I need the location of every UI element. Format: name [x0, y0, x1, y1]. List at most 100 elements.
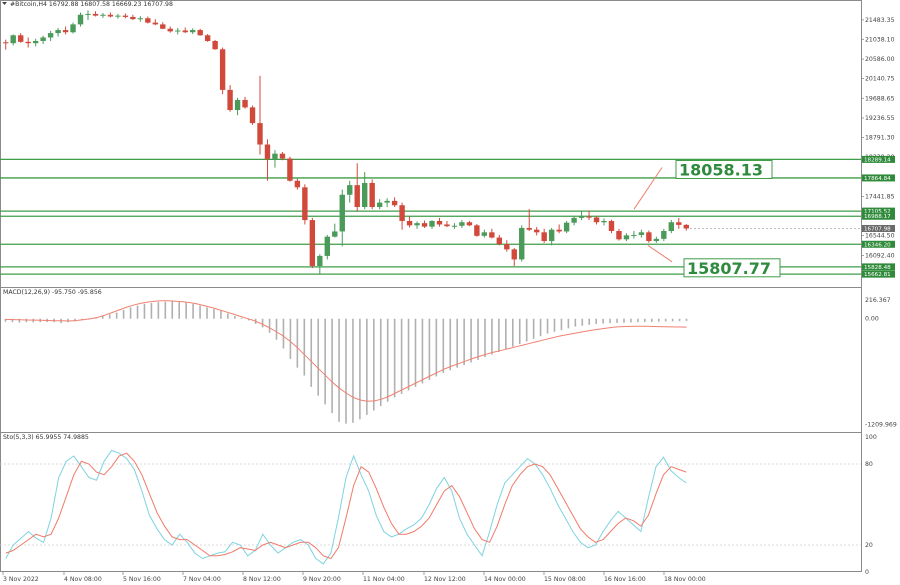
candle-body — [190, 30, 196, 33]
candle-body — [399, 205, 405, 221]
candle-body — [511, 249, 517, 260]
last-price-label: 16707.98 — [864, 226, 891, 232]
level-tag-label: 15828.48 — [864, 265, 891, 271]
stoch-header: Sto(5,3,3) 65.9955 74.9885 — [3, 434, 89, 441]
x-tick-label: 18 Nov 00:00 — [664, 576, 706, 583]
candle-body — [152, 22, 158, 25]
price-tick-label: 21038.10 — [865, 36, 895, 43]
level-tag-label: 17105.52 — [864, 209, 891, 215]
stoch-main-line — [5, 449, 687, 565]
x-tick-label: 5 Nov 16:00 — [123, 576, 161, 583]
candle-body — [646, 232, 652, 242]
candle-body — [481, 232, 488, 236]
candle-body — [504, 244, 510, 250]
candle-body — [436, 220, 443, 225]
x-tick-label: 8 Nov 12:00 — [243, 576, 281, 583]
level-tag — [862, 263, 895, 271]
level-tag-label: 16346.20 — [864, 242, 891, 248]
callout-line-upper — [633, 167, 663, 210]
level-tag — [862, 155, 895, 163]
price-tick-label: 21483.35 — [865, 17, 895, 24]
candle-body — [369, 182, 375, 207]
candle-body — [548, 229, 555, 242]
candle-body — [309, 220, 316, 266]
macd-header: MACD(12,26,9) -95.750 -95.856 — [3, 289, 102, 296]
candle-body — [137, 18, 144, 20]
candle-body — [668, 222, 674, 232]
level-tag — [862, 270, 895, 278]
candle-body — [347, 185, 353, 195]
candle-body — [204, 35, 211, 41]
stoch-tick-label: 20 — [865, 542, 873, 549]
candle-body — [25, 41, 31, 44]
candle-body — [534, 229, 540, 233]
candle-body — [257, 123, 263, 145]
candle-body — [593, 217, 600, 223]
candle-body — [631, 234, 637, 236]
candle-body — [317, 255, 323, 266]
candle-body — [541, 232, 547, 242]
candle-body — [653, 238, 660, 242]
callout-upper-label: 18058.13 — [679, 160, 763, 179]
candle-body — [167, 28, 173, 32]
candle-body — [55, 30, 61, 34]
symbol-dropdown-icon[interactable] — [2, 2, 7, 5]
candle-body — [683, 224, 689, 229]
stoch-tick-label: 0 — [865, 569, 869, 576]
candle-body — [571, 217, 577, 223]
candle-body — [676, 222, 682, 225]
candle-body — [85, 13, 91, 15]
candle-body — [586, 216, 592, 218]
candle-body — [47, 33, 54, 38]
stoch-panel — [0, 432, 862, 572]
candle-body — [182, 30, 188, 33]
candle-body — [474, 225, 480, 236]
candle-body — [578, 216, 585, 218]
level-tag-label: 16988.17 — [864, 214, 891, 220]
candle-body — [100, 14, 106, 16]
candle-body — [556, 229, 562, 232]
x-tick-label: 3 Nov 2022 — [3, 576, 39, 583]
level-tag-label: 17864.84 — [864, 176, 891, 182]
stoch-signal-line — [5, 452, 687, 560]
candle-body — [601, 220, 607, 223]
candle-body — [459, 222, 465, 226]
candle-body — [451, 225, 458, 227]
candle-body — [616, 231, 622, 240]
candle-body — [608, 220, 615, 232]
price-tick-label: 19236.55 — [865, 115, 895, 122]
candle-body — [122, 15, 129, 17]
candle-body — [623, 235, 630, 240]
candle-body — [384, 200, 390, 203]
candle-body — [489, 232, 495, 238]
candle-body — [197, 30, 203, 36]
x-tick-label: 7 Nov 04:00 — [183, 576, 221, 583]
x-tick-label: 4 Nov 08:00 — [64, 576, 102, 583]
last-price-tag — [862, 224, 895, 232]
price-tick-label: 18791.30 — [865, 134, 895, 141]
candle-body — [77, 14, 84, 25]
candle-body — [264, 144, 271, 159]
price-tick-label: 20140.75 — [865, 76, 895, 83]
callout-line-lower — [647, 245, 673, 263]
x-tick-label: 14 Nov 00:00 — [484, 576, 526, 583]
candle-body — [376, 202, 383, 207]
candle-body — [10, 35, 16, 44]
candle-body — [242, 99, 248, 108]
level-tag — [862, 174, 895, 182]
candle-body — [219, 49, 226, 90]
macd-tick-label: 0.00 — [865, 316, 879, 323]
candle-body — [145, 18, 151, 23]
macd-tick-label: -1209.969 — [865, 422, 897, 429]
macd-tick-label: 216.367 — [865, 297, 891, 304]
candle-body — [249, 107, 256, 124]
candle-body — [526, 227, 532, 230]
candle-body — [92, 13, 99, 16]
candle-body — [175, 30, 181, 32]
x-tick-label: 12 Nov 12:00 — [424, 576, 466, 583]
candle-body — [18, 35, 24, 42]
level-tag-label: 15662.81 — [864, 272, 891, 278]
price-tick-label: 16544.50 — [865, 233, 895, 240]
price-tick-label: 16092.40 — [865, 252, 895, 259]
